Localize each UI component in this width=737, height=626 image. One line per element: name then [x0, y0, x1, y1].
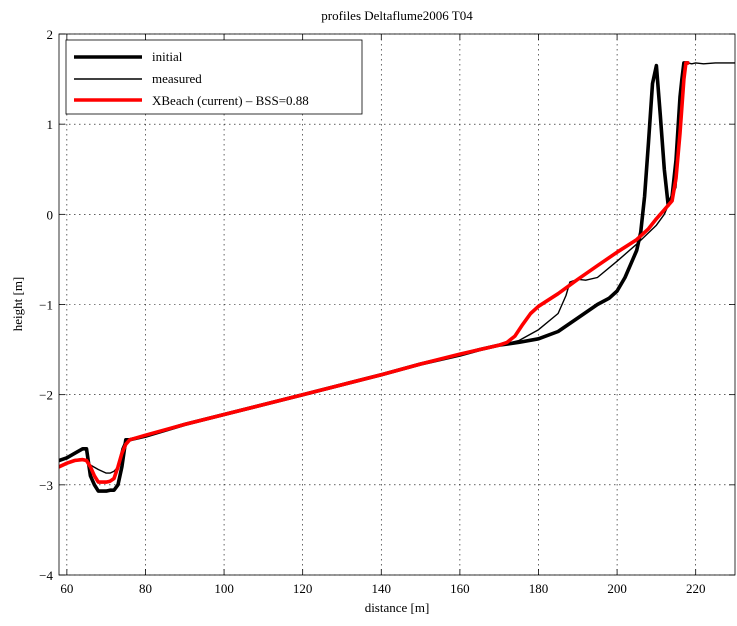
y-tick-label: −2 [39, 388, 53, 403]
legend-label-initial: initial [152, 49, 183, 64]
series-layer [59, 61, 735, 493]
axis-ticks: 60 80 100 120 140 160 180 200 220 −4 −3 −2 −1 0 1 2 [39, 27, 735, 596]
x-tick-label: 100 [214, 581, 234, 596]
x-tick-label: 120 [293, 581, 313, 596]
x-tick-label: 160 [450, 581, 470, 596]
series-line-xbeach [59, 61, 690, 484]
x-tick-label: 180 [529, 581, 549, 596]
grid-lines [59, 33, 735, 576]
y-tick-label: 2 [47, 27, 54, 42]
legend-label-xbeach: XBeach (current) – BSS=0.88 [152, 93, 309, 108]
chart-title: profiles Deltaflume2006 T04 [321, 8, 473, 23]
x-tick-label: 140 [372, 581, 392, 596]
x-tick-label: 80 [139, 581, 152, 596]
y-tick-label: −3 [39, 478, 53, 493]
x-axis-label: distance [m] [365, 600, 430, 615]
x-tick-label: 220 [686, 581, 706, 596]
x-tick-label: 200 [607, 581, 627, 596]
y-tick-label: −1 [39, 298, 53, 313]
x-tick-label: 60 [60, 581, 73, 596]
legend-label-measured: measured [152, 71, 202, 86]
y-axis-label: height [m] [10, 277, 25, 332]
y-tick-label: 1 [47, 117, 54, 132]
y-tick-label: −4 [39, 568, 53, 583]
y-tick-label: 0 [47, 207, 54, 222]
legend: initial measured XBeach (current) – BSS=… [65, 39, 363, 115]
series-line-initial [59, 61, 690, 493]
